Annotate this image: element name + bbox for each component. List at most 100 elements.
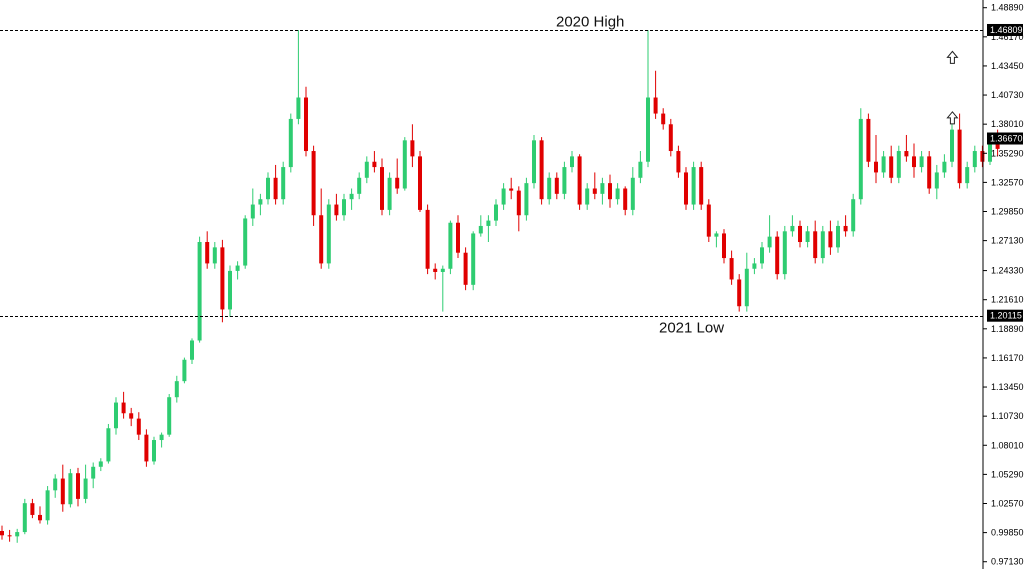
candle-body	[319, 215, 324, 264]
candle-body	[699, 167, 704, 205]
candle	[357, 172, 362, 200]
candle-body	[205, 242, 210, 264]
candle-body	[266, 177, 270, 200]
candle	[296, 30, 301, 125]
candle	[68, 468, 73, 508]
candle-body	[798, 225, 802, 243]
candle-body	[501, 188, 506, 205]
candle	[349, 188, 354, 210]
levels-layer: 2020 High 2021 Low	[0, 14, 983, 337]
candle	[76, 467, 80, 507]
candle-body	[136, 418, 141, 435]
candle	[798, 220, 802, 248]
candle-body	[395, 177, 400, 189]
candle	[440, 265, 445, 312]
candles-layer	[0, 30, 1000, 543]
candle-body	[433, 268, 438, 272]
candle-body	[684, 172, 688, 205]
tick-label: 1.05290	[991, 469, 1024, 479]
candle-body	[950, 129, 954, 162]
candle-body	[722, 233, 726, 259]
tick-label: 1.27130	[991, 236, 1024, 246]
tick-label: 1.46170	[991, 32, 1024, 42]
candle	[22, 498, 27, 535]
candle-body	[7, 535, 12, 537]
candle-body	[243, 218, 248, 266]
candle-body	[524, 183, 529, 216]
candle	[121, 391, 126, 419]
candle	[159, 432, 164, 448]
candle	[699, 161, 704, 210]
tick-label: 1.32570	[991, 177, 1024, 187]
candle	[471, 231, 476, 291]
candle	[881, 151, 886, 178]
candle-body	[349, 193, 354, 200]
candle-body	[760, 247, 764, 264]
candle-body	[357, 177, 362, 194]
candle	[828, 220, 833, 255]
candle	[684, 167, 688, 210]
candle-body	[737, 279, 742, 307]
tick-label: 1.16170	[991, 353, 1024, 363]
candle	[843, 215, 848, 237]
candle	[190, 338, 194, 365]
candle	[615, 183, 620, 205]
candle-body	[668, 124, 673, 152]
candle-body	[83, 478, 88, 499]
candle-body	[60, 478, 65, 505]
tick-label: 1.02570	[991, 498, 1024, 508]
candle	[790, 215, 795, 237]
candle-body	[38, 514, 42, 521]
candle-body	[167, 397, 172, 435]
candle-body	[676, 151, 681, 173]
tick-label: 1.10730	[991, 411, 1024, 421]
candle	[980, 145, 985, 168]
candle	[494, 199, 498, 226]
candle	[433, 263, 438, 280]
candle	[532, 134, 536, 189]
candle-body	[129, 413, 134, 419]
candle	[136, 412, 141, 441]
candle-body	[608, 183, 612, 200]
candle-body	[782, 231, 787, 275]
candle	[38, 506, 42, 524]
candle	[866, 113, 871, 168]
candle-body	[744, 268, 749, 307]
candle-body	[752, 263, 757, 269]
candle-body	[851, 199, 856, 232]
candle	[661, 108, 666, 130]
candle-body	[190, 340, 194, 360]
candle-body	[0, 531, 4, 536]
candle	[319, 188, 324, 269]
candle-body	[30, 503, 35, 515]
candle	[53, 474, 58, 498]
candle	[775, 231, 780, 280]
candle-body	[562, 167, 567, 194]
candle-body	[653, 97, 658, 114]
candle	[889, 145, 894, 184]
candle-body	[516, 190, 521, 216]
candle-body	[661, 113, 666, 125]
candle-body	[273, 177, 278, 200]
candle	[387, 172, 392, 216]
candle	[342, 193, 346, 221]
candle	[934, 164, 939, 200]
candle	[874, 134, 878, 184]
candle	[83, 464, 88, 504]
candle-body	[425, 209, 430, 269]
candle-body	[182, 359, 187, 382]
candle-body	[463, 252, 468, 285]
candle-body	[402, 140, 407, 189]
candle	[752, 258, 757, 275]
candle	[965, 161, 970, 189]
candle	[539, 137, 544, 205]
candle-body	[881, 156, 886, 173]
candle-body	[790, 225, 795, 232]
candle-body	[22, 503, 27, 533]
candle-body	[235, 265, 240, 271]
candle	[630, 167, 635, 216]
candle	[91, 462, 96, 489]
candle-body	[691, 167, 696, 205]
candle	[737, 274, 742, 312]
candle-body	[843, 225, 848, 232]
